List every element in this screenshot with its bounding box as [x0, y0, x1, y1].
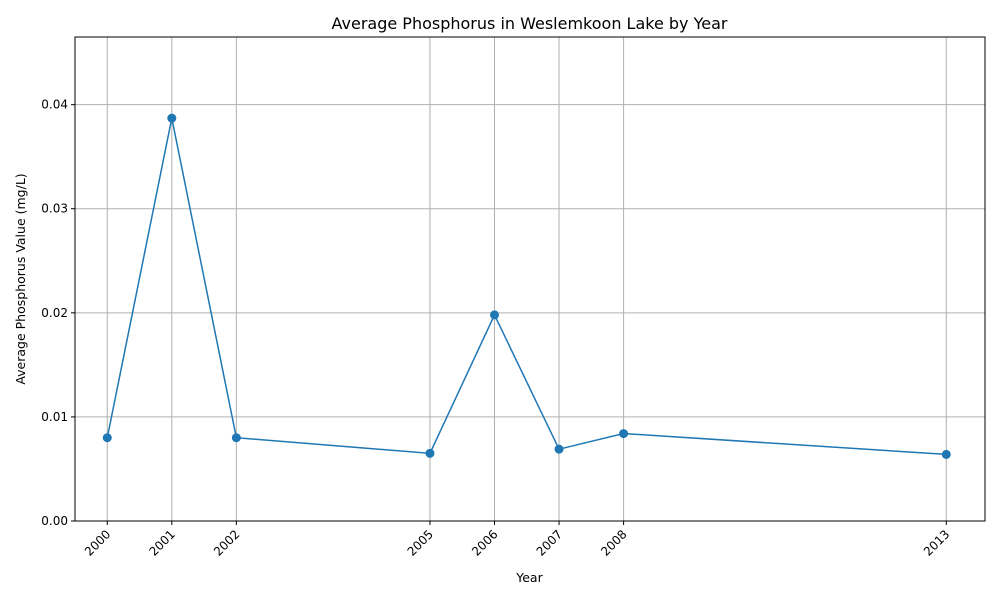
- y-tick-label: 0.03: [41, 202, 68, 216]
- x-axis-label: Year: [515, 570, 543, 585]
- y-tick-label: 0.04: [41, 98, 68, 112]
- data-point: [102, 433, 112, 443]
- y-axis-label: Average Phosphorus Value (mg/L): [13, 173, 28, 384]
- data-point: [554, 444, 564, 454]
- plot-frame: [74, 36, 986, 522]
- x-tick-label: 2002: [211, 527, 242, 558]
- data-point: [231, 433, 241, 443]
- data-point: [425, 448, 435, 458]
- series-layer: [102, 113, 951, 459]
- x-tick-label: 2001: [146, 527, 177, 558]
- x-tick-label: 2008: [598, 527, 629, 558]
- y-tick-label: 0.00: [41, 514, 68, 528]
- ticks-layer: 2000 2001 2002 2005 2006 2007 2008 2013 0.00 0.01…: [41, 98, 952, 559]
- x-tick-label: 2000: [82, 527, 113, 558]
- data-point: [941, 449, 951, 459]
- series-line: [106, 118, 947, 456]
- y-tick-label: 0.01: [41, 410, 68, 424]
- chart-title: Average Phosphorus in Weslemkoon Lake by…: [332, 14, 728, 33]
- x-tick-label: 2006: [469, 527, 500, 558]
- x-tick-label: 2013: [921, 527, 952, 558]
- data-point: [619, 429, 629, 439]
- y-tick-label: 0.02: [41, 306, 68, 320]
- x-tick-label: 2007: [534, 527, 565, 558]
- x-tick-label: 2005: [405, 527, 436, 558]
- data-point: [167, 113, 177, 123]
- data-point: [490, 310, 500, 320]
